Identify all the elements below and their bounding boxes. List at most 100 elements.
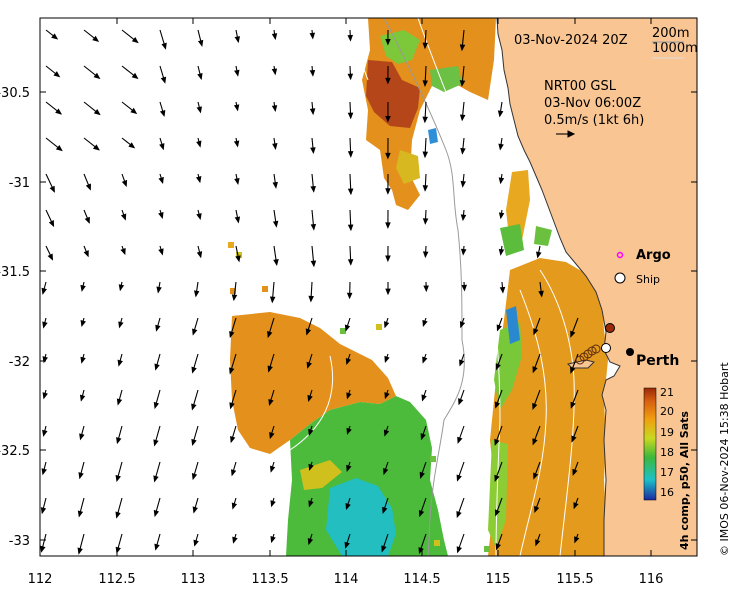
- current-vector-head: [153, 439, 159, 447]
- current-scale-arrow: [556, 130, 576, 138]
- current-vector-head: [498, 143, 504, 151]
- current-vector-head: [84, 216, 90, 224]
- current-vector-head: [538, 290, 544, 298]
- current-vector-head: [310, 185, 316, 193]
- current-vector-head: [385, 115, 391, 123]
- current-vector-head: [85, 183, 91, 191]
- current-vector-head: [115, 511, 121, 519]
- current-vector-head: [497, 110, 504, 118]
- x-tick-label: 116: [639, 572, 664, 587]
- current-vector-head: [232, 536, 238, 544]
- current-vector-head: [42, 392, 48, 400]
- current-vector-head: [40, 507, 47, 515]
- current-vector-head: [195, 176, 202, 184]
- argo-label: Argo: [636, 248, 671, 263]
- current-vector-head: [385, 288, 391, 296]
- current-vector-head: [383, 468, 389, 476]
- x-tick-label: 115.5: [556, 572, 593, 587]
- current-vectors: [40, 29, 580, 555]
- current-vector-head: [308, 295, 314, 303]
- current-vector-head: [347, 34, 353, 42]
- current-vector-head: [385, 255, 391, 263]
- current-vector-head: [309, 32, 316, 40]
- current-vector-head: [191, 473, 198, 481]
- y-tick-label: -33: [9, 534, 30, 549]
- ship-position: [601, 343, 611, 353]
- y-tick-label: -31.5: [0, 265, 30, 280]
- current-vector-head: [42, 429, 48, 437]
- colorbar-title: 4h comp, p50, All Sats: [678, 411, 691, 550]
- current-vector-head: [196, 140, 202, 148]
- current-vector-head: [309, 69, 316, 77]
- sst-patch-north: [362, 18, 496, 210]
- current-vector-head: [347, 151, 354, 158]
- current-vector-head: [460, 180, 466, 188]
- colorbar-tick: 17: [660, 466, 674, 479]
- current-vector-head: [535, 539, 541, 547]
- current-vector-head: [196, 213, 202, 221]
- colorbar-ticks: 21 20 19 18 17 16: [660, 386, 674, 499]
- sst-patch-north-hot: [366, 60, 420, 128]
- current-vector-head: [121, 179, 128, 188]
- current-vector-head: [347, 224, 354, 232]
- sst-patch-north-green: [380, 30, 420, 64]
- current-vector-head: [460, 248, 467, 256]
- argo-marker: [616, 251, 624, 259]
- current-vector-head: [456, 546, 462, 554]
- current-vector-head: [570, 366, 576, 374]
- current-vector-head: [117, 359, 123, 367]
- current-vector-head: [77, 547, 83, 555]
- current-vector-head: [347, 73, 354, 81]
- sst-patch-east-green2: [488, 440, 508, 548]
- current-vector-head: [118, 321, 124, 329]
- current-vector-head: [382, 506, 388, 514]
- sst-patch-north-green2: [430, 66, 462, 92]
- current-vector-head: [128, 142, 136, 149]
- current-vector-head: [457, 436, 463, 444]
- current-vector-head: [421, 394, 427, 402]
- current-vector-head: [49, 185, 55, 193]
- current-vector-head: [346, 464, 352, 472]
- current-vector-head: [153, 401, 160, 410]
- current-vector-head: [383, 321, 390, 329]
- current-vector-head: [158, 176, 164, 185]
- current-vector-head: [77, 510, 84, 518]
- sst-patch-south-cyan: [326, 478, 396, 556]
- current-vector-head: [495, 543, 501, 551]
- current-vector-head: [80, 284, 86, 292]
- current-vector-head: [80, 320, 86, 328]
- current-vector-head: [79, 433, 85, 441]
- current-vector-head: [423, 285, 429, 293]
- current-vector-head: [347, 259, 354, 266]
- current-vector-head: [306, 361, 312, 369]
- current-vector-head: [347, 188, 354, 196]
- date-label: 03-Nov-2024 20Z: [514, 33, 628, 48]
- current-vector-head: [156, 286, 162, 294]
- current-vector-head: [381, 545, 387, 553]
- current-vector-head: [534, 505, 540, 514]
- current-vector-head: [494, 438, 500, 446]
- current-vector-head: [498, 177, 505, 185]
- current-vector-head: [533, 328, 539, 336]
- current-vector-head: [498, 212, 505, 220]
- current-vector-head: [229, 331, 235, 339]
- current-vector-head: [161, 42, 167, 50]
- current-vector-head: [422, 151, 429, 159]
- current-vector-head: [269, 296, 276, 304]
- x-tick-label: 114: [334, 572, 359, 587]
- current-vector-head: [459, 114, 466, 122]
- current-vector-head: [51, 33, 59, 40]
- current-vector-head: [456, 511, 462, 519]
- current-vector-head: [158, 248, 164, 256]
- current-vector-head: [305, 328, 312, 336]
- current-vector-head: [118, 284, 125, 292]
- current-vector-head: [307, 394, 313, 403]
- current-vector-head: [384, 355, 390, 364]
- current-vector-head: [494, 474, 500, 482]
- ship-label: Ship: [636, 273, 660, 286]
- current-vector-head: [496, 324, 502, 332]
- y-tick-label: -30.5: [0, 86, 30, 101]
- current-vector-head: [153, 475, 159, 483]
- x-tick-label: 115: [486, 572, 511, 587]
- current-vector-head: [268, 398, 274, 406]
